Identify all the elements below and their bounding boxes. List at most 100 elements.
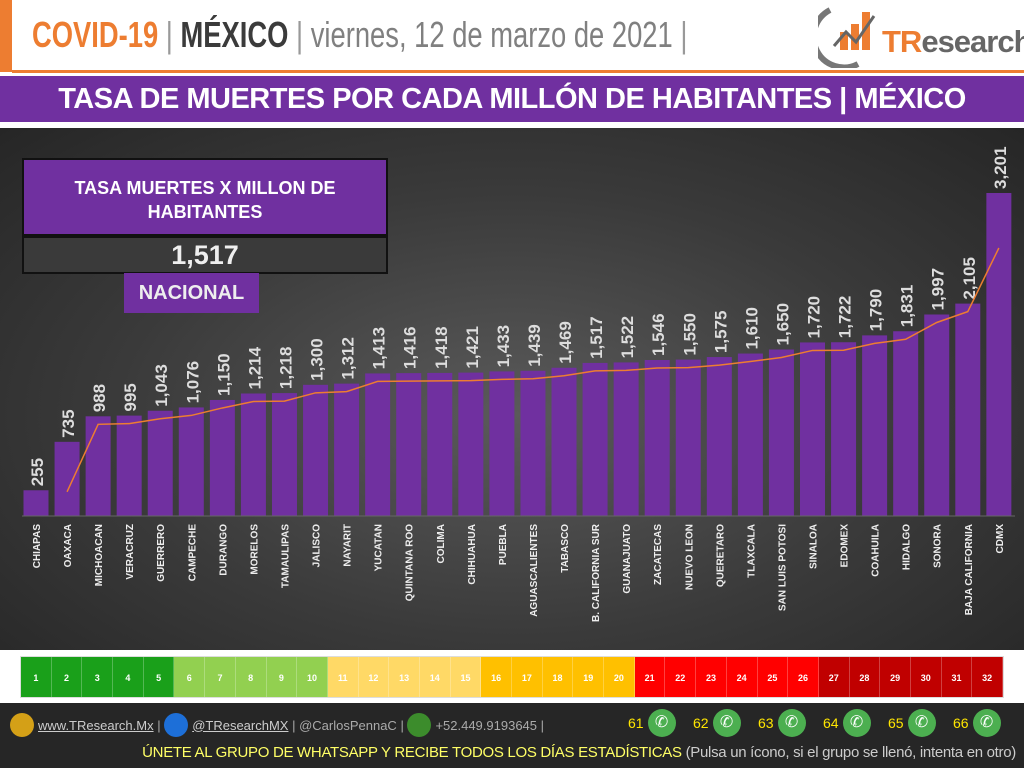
rank-scale: 1 2 3 4 5 6 7 8 9 10 11 12 13 14 15 16 17 18 19 20 21 22 23 24 2… <box>20 656 1004 698</box>
scale-cell: 21 <box>634 657 666 697</box>
group-number: 66 <box>953 715 969 731</box>
data-label: 1,413 <box>370 327 389 370</box>
scale-cell: 22 <box>665 657 697 697</box>
scale-cell: 2 <box>51 657 83 697</box>
separator: | <box>288 14 311 55</box>
category-label: TAMAULIPAS <box>280 524 291 588</box>
category-label: AGUASCALIENTES <box>529 524 540 617</box>
whatsapp-group-button[interactable]: 64 ✆ <box>823 709 871 737</box>
category-label: MICHOACAN <box>94 524 105 586</box>
data-label: 1,312 <box>339 337 358 380</box>
twitter-link[interactable]: @TResearchMX <box>192 717 289 733</box>
bar <box>271 393 297 516</box>
covid-label: COVID-19 <box>32 14 159 55</box>
whatsapp-group-button[interactable]: 66 ✆ <box>953 709 1001 737</box>
whatsapp-icon[interactable]: ✆ <box>972 709 1001 737</box>
category-label: GUERRERO <box>156 524 167 582</box>
scale-cell: 15 <box>450 657 482 697</box>
scale-cell: 7 <box>205 657 236 697</box>
scale-cell: 29 <box>880 657 911 697</box>
category-label: BAJA CALIFORNIA <box>964 524 975 615</box>
whatsapp-group-button[interactable]: 63 ✆ <box>758 709 806 737</box>
category-label: NUEVO LEON <box>684 524 695 590</box>
bar <box>924 314 950 516</box>
country-label: MÉXICO <box>180 14 289 55</box>
scale-cell: 24 <box>726 657 758 697</box>
scale-cell: 16 <box>481 657 512 697</box>
category-label: SINALOA <box>809 524 820 569</box>
scale-cell: 1 <box>21 657 52 697</box>
tresearch-logo: TResearch <box>818 2 1024 68</box>
category-label: ZACATECAS <box>653 524 664 585</box>
whatsapp-icon[interactable]: ✆ <box>777 709 806 737</box>
bar <box>706 357 732 516</box>
whatsapp-icon[interactable]: ✆ <box>712 709 741 737</box>
whatsapp-icon[interactable]: ✆ <box>647 709 676 737</box>
phone-icon <box>407 713 432 737</box>
scale-cell: 3 <box>82 657 114 697</box>
category-label: MORELOS <box>249 524 260 575</box>
data-label: 1,550 <box>680 313 699 356</box>
data-label: 1,469 <box>556 321 575 364</box>
scale-cell: 10 <box>297 657 328 697</box>
data-label: 1,522 <box>618 316 637 359</box>
bar <box>955 303 981 516</box>
bar <box>800 342 825 516</box>
twitter-icon <box>164 713 189 737</box>
whatsapp-group-button[interactable]: 62 ✆ <box>693 709 741 737</box>
bar <box>85 416 111 516</box>
category-label: NAYARIT <box>343 524 354 567</box>
category-label: GUANAJUATO <box>622 524 633 594</box>
summary-value: 1,517 <box>22 236 388 274</box>
bar <box>520 370 546 516</box>
category-label: HIDALGO <box>902 524 913 570</box>
data-label: 1,650 <box>773 303 792 346</box>
bar <box>862 335 888 516</box>
group-number: 64 <box>823 715 839 731</box>
whatsapp-group-button[interactable]: 65 ✆ <box>888 709 936 737</box>
bar <box>209 399 235 516</box>
bar <box>551 367 577 516</box>
header-title: COVID-19 | MÉXICO | viernes, 12 de marzo… <box>32 14 687 56</box>
bar <box>644 359 670 516</box>
bar <box>54 441 80 516</box>
scale-cell: 18 <box>542 657 574 697</box>
data-label: 988 <box>90 384 109 412</box>
data-label: 2,105 <box>960 257 979 300</box>
whatsapp-icon[interactable]: ✆ <box>907 709 936 737</box>
bar <box>489 371 515 516</box>
separator: | <box>672 14 688 55</box>
category-label: JALISCO <box>312 524 323 568</box>
data-label: 1,610 <box>742 307 761 350</box>
data-label: 1,214 <box>245 346 264 389</box>
category-label: EDOMEX <box>840 524 851 568</box>
category-label: VERACRUZ <box>125 524 136 580</box>
scale-cell: 13 <box>389 657 420 697</box>
data-label: 1,418 <box>432 326 451 369</box>
category-label: COLIMA <box>436 524 447 563</box>
bar <box>334 383 360 516</box>
summary-label: TASA MUERTES X MILLON DE HABITANTES <box>22 158 388 236</box>
scale-cell: 8 <box>235 657 267 697</box>
data-label: 1,421 <box>463 326 482 369</box>
footer: www.TResearch.Mx | @TResearchMX | @Carlo… <box>0 703 1024 768</box>
category-label: PUEBLA <box>498 524 509 565</box>
accent-bar <box>0 0 12 72</box>
data-label: 1,433 <box>494 325 513 368</box>
website-link[interactable]: www.TResearch.Mx <box>38 717 154 733</box>
category-label: OAXACA <box>63 524 74 567</box>
category-label: TABASCO <box>560 524 571 573</box>
contact-row: www.TResearch.Mx | @TResearchMX | @Carlo… <box>10 711 544 739</box>
scale-cell: 30 <box>910 657 942 697</box>
data-label: 1,790 <box>867 289 886 332</box>
whatsapp-group-button[interactable]: 61 ✆ <box>628 709 676 737</box>
data-label: 1,997 <box>929 268 948 311</box>
whatsapp-icon[interactable]: ✆ <box>842 709 871 737</box>
data-label: 1,416 <box>401 327 420 370</box>
category-label: CHIAPAS <box>32 524 43 569</box>
cta-text: ÚNETE AL GRUPO DE WHATSAPP Y RECIBE TODO… <box>142 744 1016 761</box>
scale-cell: 14 <box>419 657 451 697</box>
bar <box>116 415 142 516</box>
phone-text: +52.449.9193645 <box>435 717 538 733</box>
bar <box>147 410 173 516</box>
